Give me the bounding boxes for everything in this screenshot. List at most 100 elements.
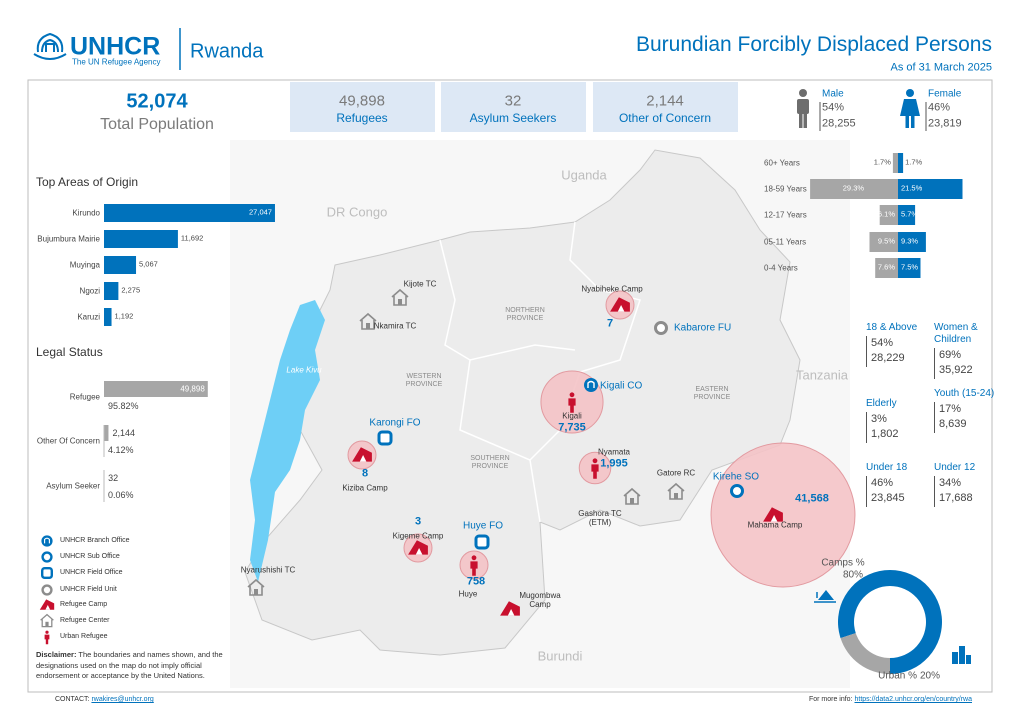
demographic-label: Elderly — [866, 398, 897, 409]
category-label: Refugee — [69, 392, 100, 402]
demographic-label: Under 18 — [866, 462, 908, 473]
icon-shape — [592, 458, 598, 464]
refugee-count: 8 — [361, 467, 369, 480]
footer-contact: CONTACT: rwakires@unhcr.org — [55, 696, 154, 703]
icon-shape — [569, 392, 575, 398]
icon-shape — [39, 599, 55, 610]
site-name: Gatore RC — [656, 468, 696, 478]
disclaimer: Disclaimer: The boundaries and names sho… — [36, 650, 226, 682]
disclaimer-lead: Disclaimer: — [36, 650, 77, 659]
site-name: Nyarushishi TC — [240, 565, 296, 575]
icon-shape — [617, 305, 625, 312]
legend-label: UNHCR Sub Office — [60, 552, 120, 560]
icon-shape — [610, 297, 630, 312]
bar-value-label: 2,144 — [112, 427, 135, 438]
total-label: Total Population — [100, 115, 214, 133]
urban-icon — [470, 555, 478, 576]
icon-shape — [41, 535, 53, 547]
icon-shape — [500, 601, 520, 616]
section-title: Top Areas of Origin — [36, 175, 139, 190]
icon-shape — [41, 551, 53, 563]
org-tagline: The UN Refugee Agency — [72, 57, 161, 67]
icon-shape — [471, 555, 477, 561]
camp-icon — [39, 599, 55, 610]
legend-label: Refugee Center — [60, 616, 110, 624]
lake — [250, 300, 325, 582]
legend-label: UNHCR Field Unit — [60, 585, 117, 593]
demographic-values: 46% 23,845 — [866, 476, 928, 507]
donut-segment — [838, 570, 942, 674]
site-name: Karongi FO — [369, 417, 421, 429]
female-bar — [898, 153, 904, 173]
card-value: 32 — [504, 92, 522, 110]
icon-shape — [654, 321, 668, 335]
demographic-label: Women & Children — [934, 322, 978, 345]
icon-shape — [591, 464, 599, 479]
disclaimer-text: The boundaries and names shown, and the … — [36, 650, 223, 680]
sub-icon — [41, 551, 53, 563]
bar-value-label: 5.7% — [901, 209, 919, 219]
bar-value-label: 7.5% — [901, 262, 919, 272]
donut-label: Camps % — [821, 557, 865, 569]
demographic-item: Elderly 3% 1,802 — [866, 398, 928, 443]
demographic-item: 18 & Above 54% 28,229 — [866, 322, 928, 367]
site-name: Nyamata — [597, 447, 630, 457]
legend-label: UNHCR Field Office — [60, 568, 123, 576]
icon-shape — [470, 561, 478, 576]
bar — [104, 230, 178, 248]
site-name: Kigeme Camp — [392, 531, 444, 541]
gender-label: Male — [822, 88, 844, 100]
male-bar — [892, 153, 898, 173]
icon-shape — [41, 584, 53, 596]
share-label: 4.12% — [108, 444, 134, 455]
icon-shape — [352, 447, 372, 462]
category-label: Ngozi — [79, 286, 100, 296]
bar-value-label: 1.7% — [905, 157, 923, 167]
card-value: 2,144 — [646, 92, 684, 110]
age-label: 18-59 Years — [764, 184, 807, 194]
bar-value-label: 32 — [108, 472, 119, 483]
icon-shape — [630, 498, 634, 504]
bar-value-label: 5,067 — [139, 259, 158, 269]
demographic-item: Under 12 34% 17,688 — [934, 462, 996, 507]
bar-value-label: 29.3% — [842, 183, 865, 193]
category-label: Muyinga — [69, 260, 100, 270]
bar-value-label: 9.5% — [877, 236, 895, 246]
info-link[interactable]: https://data2.unhcr.org/en/country/rwa — [854, 696, 972, 703]
footer-info: For more info: https://data2.unhcr.org/e… — [809, 696, 972, 703]
report-date: As of 31 March 2025 — [890, 61, 992, 74]
demographic-values: 34% 17,688 — [934, 476, 996, 507]
icon-shape — [366, 323, 370, 329]
org-name: UNHCR — [70, 32, 161, 61]
sub-icon — [730, 484, 744, 498]
bar-value-label: 49,898 — [180, 384, 205, 394]
age-label: 05-11 Years — [764, 237, 807, 247]
icon-shape — [359, 455, 367, 462]
country-label: Burundi — [537, 648, 583, 664]
card-label: Asylum Seekers — [469, 111, 557, 126]
female-bar — [898, 258, 921, 278]
unit-icon — [41, 584, 53, 596]
donut-segment — [840, 633, 890, 674]
category-label: Karuzi — [77, 312, 100, 322]
summary-card — [290, 82, 435, 132]
demographic-label: Youth (15-24) — [934, 388, 995, 399]
demographic-count: 28,229 — [871, 352, 905, 365]
male-bar — [875, 258, 898, 278]
gender-pct: 46% — [928, 101, 951, 114]
contact-email[interactable]: rwakires@unhcr.org — [91, 696, 154, 703]
site-name: Nyabiheke Camp — [581, 284, 643, 294]
section-title: Legal Status — [36, 345, 103, 360]
city-icon — [952, 646, 971, 664]
share-label: 0.06% — [108, 489, 134, 500]
gender-count: 28,255 — [822, 117, 856, 130]
site-name: Mahama Camp — [747, 520, 803, 530]
demographic-values: 3% 1,802 — [866, 412, 928, 443]
site-name: Kabarore FU — [674, 322, 732, 334]
category-label: Kirundo — [72, 208, 100, 218]
demographic-count: 35,922 — [939, 364, 973, 377]
branch-icon — [41, 535, 53, 547]
icon-shape — [474, 534, 490, 550]
refugee-count: 1,995 — [600, 457, 628, 470]
